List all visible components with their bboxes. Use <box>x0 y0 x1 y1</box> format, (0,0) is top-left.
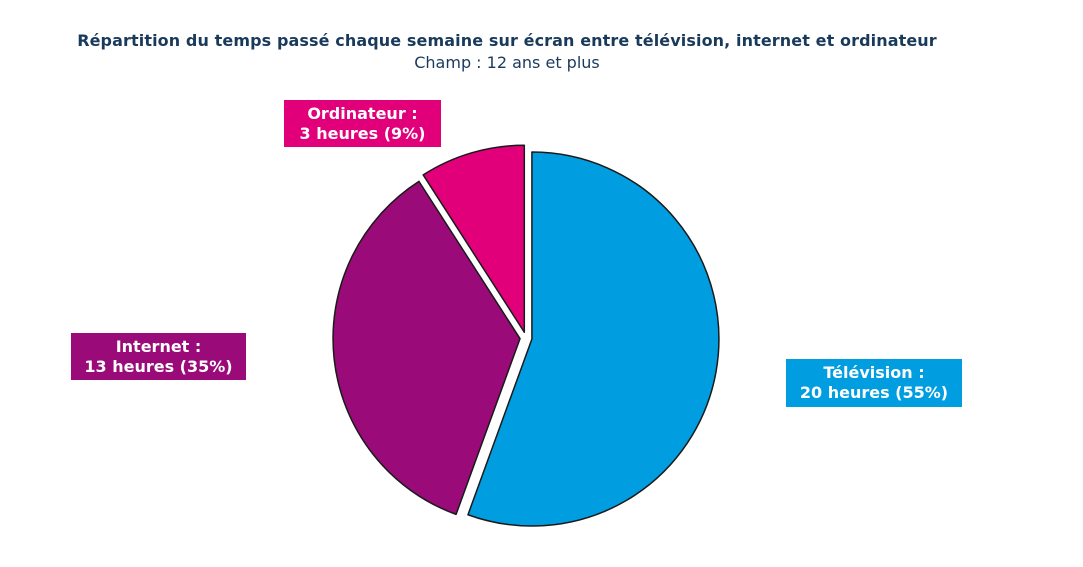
slice-label-ordinateur-name: Ordinateur : <box>307 104 418 123</box>
pie-slice-internet <box>332 180 521 516</box>
slice-label-television: Télévision : 20 heures (55%) <box>786 359 962 407</box>
slice-label-ordinateur-value: 3 heures (9%) <box>299 124 426 143</box>
chart-title: Répartition du temps passé chaque semain… <box>77 31 937 50</box>
slice-label-internet: Internet : 13 heures (35%) <box>71 333 246 380</box>
slice-label-internet-value: 13 heures (35%) <box>84 357 233 376</box>
slice-label-internet-name: Internet : <box>115 337 202 356</box>
slice-label-television-value: 20 heures (55%) <box>799 383 949 402</box>
pie-slice-television <box>467 151 720 527</box>
chart-subtitle: Champ : 12 ans et plus <box>414 53 600 72</box>
slice-label-ordinateur: Ordinateur : 3 heures (9%) <box>284 100 441 147</box>
slice-label-television-name: Télévision : <box>823 363 925 382</box>
pie-slice-ordinateur <box>422 144 526 333</box>
